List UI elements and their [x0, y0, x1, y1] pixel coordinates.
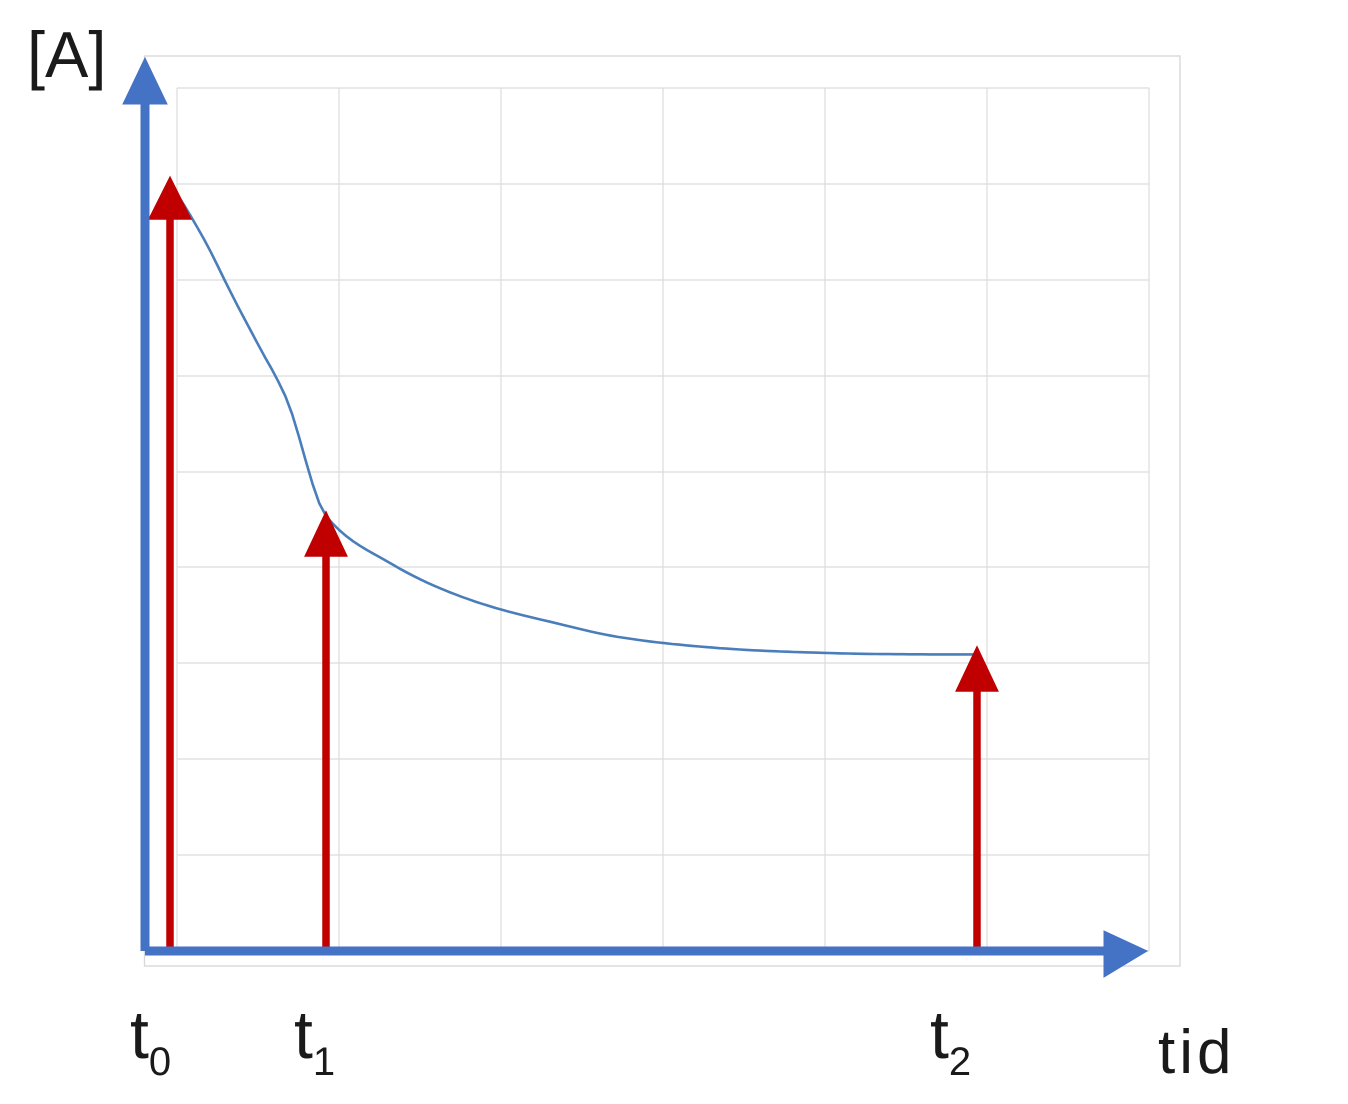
- svg-text:t0: t0: [130, 997, 171, 1084]
- svg-text:t1: t1: [294, 997, 335, 1084]
- svg-text:tid: tid: [1158, 1018, 1235, 1087]
- svg-text:t2: t2: [930, 997, 971, 1084]
- svg-text:[A]: [A]: [27, 18, 106, 91]
